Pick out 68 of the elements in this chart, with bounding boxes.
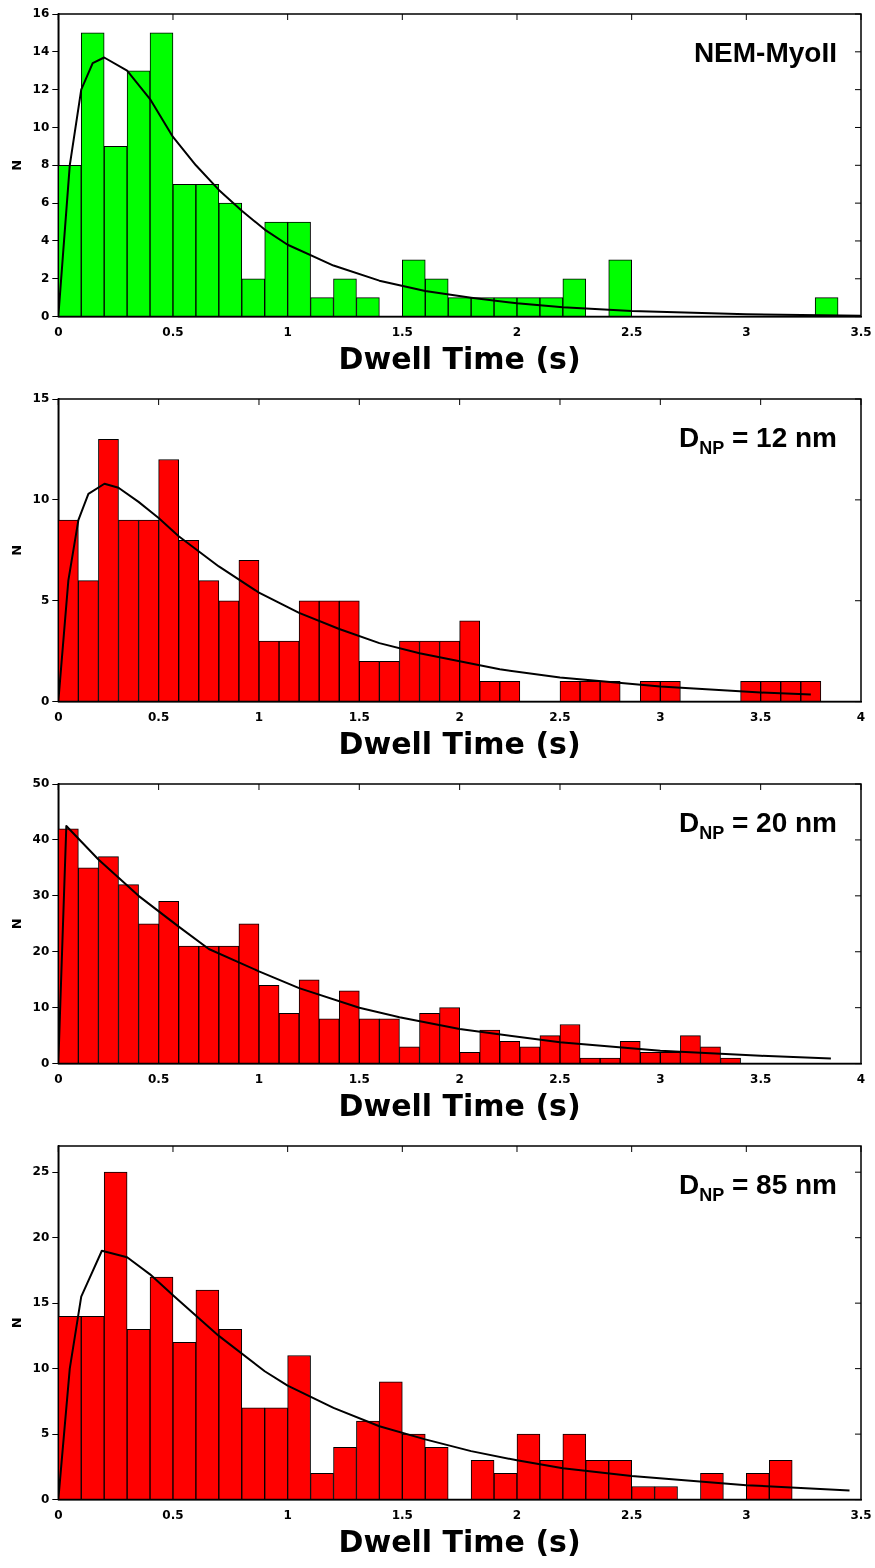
text: NEM-MyoII	[693, 37, 838, 68]
y-axis-title: N	[9, 1317, 25, 1329]
y-tick-label: 10	[32, 999, 50, 1014]
y-axis-title: N	[9, 918, 25, 930]
y-tick-label: 10	[32, 491, 50, 506]
y-tick-label: 30	[32, 887, 50, 902]
x-tick-label: 0	[54, 324, 63, 339]
x-tick-label: 0.5	[148, 709, 170, 724]
x-axis-title: Dwell Time (s)	[338, 725, 581, 761]
y-tick-label: 0	[40, 308, 50, 323]
x-tick-label: 2.5	[549, 709, 571, 724]
y-tick-label: 8	[40, 157, 50, 172]
x-tick-label: 4	[856, 1071, 866, 1086]
x-tick-label: 2.5	[549, 1071, 571, 1086]
x-tick-label: 3.5	[750, 1071, 772, 1086]
x-tick-label: 3	[656, 709, 665, 724]
x-tick-label: 0.5	[162, 1507, 184, 1522]
x-tick-label: 2	[455, 1071, 464, 1086]
y-tick-label: 2	[40, 270, 50, 285]
x-axis-title: Dwell Time (s)	[338, 1087, 581, 1123]
x-tick-label: 0	[54, 1071, 63, 1086]
x-tick-label: 2	[455, 709, 464, 724]
y-tick-label: 20	[32, 943, 50, 958]
x-axis-title: Dwell Time (s)	[338, 1523, 581, 1559]
x-axis-title: Dwell Time (s)	[338, 340, 581, 376]
y-tick-label: 0	[40, 1055, 50, 1070]
y-tick-label: 4	[40, 233, 50, 248]
x-tick-label: 2	[512, 324, 522, 339]
x-tick-label: 0.5	[162, 324, 184, 339]
y-tick-label: 10	[32, 1360, 50, 1375]
x-tick-label: 1.5	[391, 324, 413, 339]
y-tick-label: 15	[32, 1295, 50, 1310]
y-tick-label: 16	[32, 6, 50, 21]
x-tick-label: 2	[512, 1507, 522, 1522]
y-tick-label: 5	[40, 1426, 50, 1441]
y-tick-label: 15	[32, 391, 50, 406]
x-tick-label: 1	[283, 1507, 292, 1522]
x-tick-label: 4	[856, 709, 866, 724]
x-tick-label: 3	[742, 324, 751, 339]
y-tick-label: 10	[32, 119, 50, 134]
x-tick-label: 0.5	[148, 1071, 170, 1086]
y-tick-label: 14	[32, 43, 50, 58]
x-tick-label: 1	[254, 709, 264, 724]
x-tick-label: 3	[656, 1071, 665, 1086]
y-tick-label: 0	[40, 693, 50, 708]
x-tick-label: 1	[254, 1071, 264, 1086]
y-tick-label: 25	[32, 1164, 50, 1179]
y-tick-label: 40	[32, 832, 50, 847]
x-tick-label: 2.5	[621, 324, 643, 339]
y-tick-label: 12	[32, 81, 50, 96]
x-tick-label: 2.5	[621, 1507, 643, 1522]
x-tick-label: 0	[54, 709, 63, 724]
y-axis-title: N	[9, 159, 25, 171]
x-tick-label: 1.5	[348, 1071, 370, 1086]
x-tick-label: 3	[742, 1507, 751, 1522]
y-tick-label: 6	[40, 195, 50, 210]
y-tick-label: 5	[40, 592, 50, 607]
x-tick-label: 0	[54, 1507, 63, 1522]
x-tick-label: 1	[283, 324, 292, 339]
x-tick-label: 1.5	[348, 709, 370, 724]
x-tick-label: 3.5	[850, 1507, 872, 1522]
x-tick-label: 1.5	[391, 1507, 413, 1522]
x-tick-label: 3.5	[850, 324, 872, 339]
y-tick-label: 0	[40, 1491, 50, 1506]
y-tick-label: 20	[32, 1229, 50, 1244]
y-axis-title: N	[9, 544, 25, 556]
x-tick-label: 3.5	[750, 709, 772, 724]
y-tick-label: 50	[32, 776, 50, 791]
